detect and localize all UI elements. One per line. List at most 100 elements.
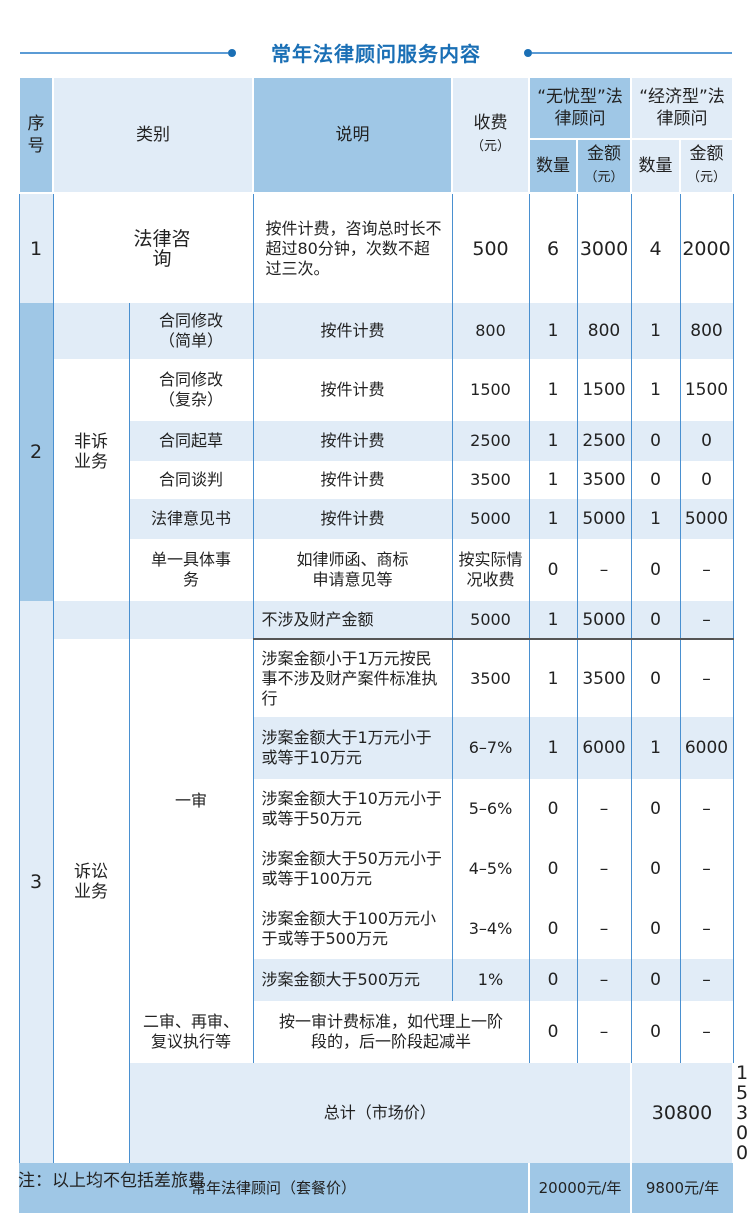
cell-text: 6 — [546, 237, 560, 260]
table-cell: 类别 — [52, 76, 254, 194]
cell-text: 0 — [650, 668, 661, 689]
cell-text: 涉案金额大于50万元小于或等于100万元 — [261, 849, 442, 888]
table-cell: 金额 （元） — [576, 138, 632, 194]
cell-text: 1 — [547, 668, 559, 689]
cell-text: 数量 — [638, 156, 673, 176]
header-row: 序号 类别 说明 收费 （元） “无忧型”法律顾问 “经济型”法律顾问 — [18, 76, 734, 194]
table-cell: 总计（市场价） — [129, 1063, 631, 1163]
cell-text: 2500 — [470, 431, 511, 450]
table-cell: 9800元/年 — [630, 1163, 733, 1213]
table-cell: 1 — [630, 359, 681, 421]
table-cell: 1500 — [576, 359, 632, 421]
table-cell: 金额 （元） — [679, 138, 734, 194]
table-cell: 0 — [528, 539, 578, 601]
table-cell: – — [679, 899, 734, 959]
table-cell: 1 — [630, 303, 681, 359]
table-cell: 3500 — [451, 639, 530, 717]
table-cell: 3000 — [576, 193, 632, 303]
cell-text: 1 — [650, 321, 661, 341]
cell-text: 二审、再审、复议执行等 — [142, 1012, 239, 1051]
table-cell: – — [679, 959, 734, 1001]
table-row: 涉案金额大于10万元小于或等于50万元 5–6% 0 – 0 – — [19, 779, 734, 839]
cell-text: 0 — [650, 799, 661, 819]
table-cell: 一审 — [128, 601, 254, 1001]
table-row: 合同谈判 按件计费 3500 1 3500 0 0 — [19, 461, 734, 499]
cell-text: 法律咨询 — [133, 227, 191, 270]
table-cell: 3 — [18, 601, 54, 1163]
table-cell: 2500 — [451, 421, 530, 461]
cell-text: 涉案金额大于1万元小于或等于10万元 — [261, 728, 432, 767]
table-cell: 法律意见书 — [128, 499, 254, 539]
cell-text: 0 — [650, 431, 661, 451]
table-cell: 涉案金额大于500万元 — [252, 959, 453, 1001]
table-cell: 5000 — [576, 499, 632, 539]
cell-content: 法律咨询 — [54, 229, 253, 269]
table-cell: 5000 — [679, 499, 734, 539]
table-cell: 1 — [528, 359, 578, 421]
cell-text: – — [599, 859, 609, 879]
cell-text: 涉案金额大于10万元小于或等于50万元 — [261, 789, 442, 828]
table-cell: 法律咨询 — [52, 193, 254, 303]
table-cell: 1500 — [451, 359, 530, 421]
table-cell: 合同起草 — [128, 421, 254, 461]
table-cell: 合同修改（简单） — [128, 303, 254, 359]
cell-text: 如律师函、商标申请意见等 — [296, 550, 409, 589]
table-row: 3 诉讼业务 一审 不涉及财产金额 5000 1 5000 0 – — [18, 601, 734, 1163]
divider — [20, 52, 228, 54]
table-cell: 0 — [528, 839, 578, 899]
cell-text: 3000 — [579, 237, 629, 260]
cell-text: 合同修改（复杂） — [158, 370, 223, 409]
table-cell: – — [576, 839, 632, 899]
table-cell: 500 — [451, 193, 530, 303]
cell-text: – — [702, 859, 711, 879]
cell-text: 1 — [547, 509, 559, 529]
table-cell: 6 — [528, 193, 578, 303]
table-cell: 4 — [630, 193, 681, 303]
cell-text: 按件计费，咨询总时长不超过80分钟，次数不超过三次。 — [265, 218, 442, 278]
cell-text: 1 — [547, 380, 559, 400]
cell-text: 按一审计费标准，如代理上一阶段的，后一阶段起减半 — [278, 1012, 503, 1051]
cell-text: 3500 — [470, 470, 511, 489]
table-cell: 5–6% — [451, 779, 530, 839]
table-row: 法律意见书 按件计费 5000 1 5000 1 5000 — [19, 499, 734, 539]
cell-text: 0 — [650, 609, 661, 630]
table-cell: 1500 — [679, 359, 734, 421]
table-cell: 按件计费 — [252, 421, 453, 461]
cell-text: 按件计费 — [320, 431, 385, 450]
cell-text: 1 — [547, 609, 559, 630]
table-cell: 非诉业务 — [52, 303, 130, 601]
cell-text: 6000 — [582, 738, 626, 758]
table-cell: 合同谈判 — [128, 461, 254, 499]
cell-text: 说明 — [335, 125, 370, 145]
table-cell: – — [576, 779, 632, 839]
table-cell: 按件计费 — [252, 303, 453, 359]
cell-text: 数量 — [536, 156, 570, 176]
cell-text: – — [702, 799, 711, 819]
table-cell: 涉案金额大于50万元小于或等于100万元 — [252, 839, 453, 899]
cell-text: 5000 — [684, 509, 729, 529]
cell-text: 3500 — [470, 668, 511, 688]
divider — [532, 52, 732, 54]
cell-text: 2500 — [582, 431, 626, 451]
cell-text: 按件计费 — [320, 509, 385, 528]
table-cell: 1 — [18, 193, 54, 303]
table-cell: 按一审计费标准，如代理上一阶段的，后一阶段起减半 — [252, 1001, 530, 1063]
cell-text: “无忧型”法律顾问 — [537, 87, 623, 129]
cell-text: 800 — [690, 321, 723, 341]
dot — [228, 49, 236, 57]
cell-content: 金额 （元） — [681, 143, 732, 189]
table-cell: 二审、再审、复议执行等 — [128, 1001, 254, 1063]
cell-text: 0 — [547, 970, 559, 990]
cell-text: 0 — [547, 919, 559, 939]
cell-text: 收费 — [473, 113, 508, 133]
table-cell: 5000 — [451, 601, 530, 639]
table-cell: – — [679, 779, 734, 839]
cell-text: 常年法律顾问（套餐价） — [190, 1179, 356, 1197]
table-cell: – — [679, 639, 734, 717]
table-cell: 20000元/年 — [528, 1163, 631, 1213]
cell-text: 类别 — [136, 125, 170, 145]
section-header: 常年法律顾问服务内容 — [20, 36, 732, 70]
table-cell: 2500 — [576, 421, 632, 461]
cell-text: 20000元/年 — [538, 1179, 622, 1197]
table-cell: – — [576, 539, 632, 601]
